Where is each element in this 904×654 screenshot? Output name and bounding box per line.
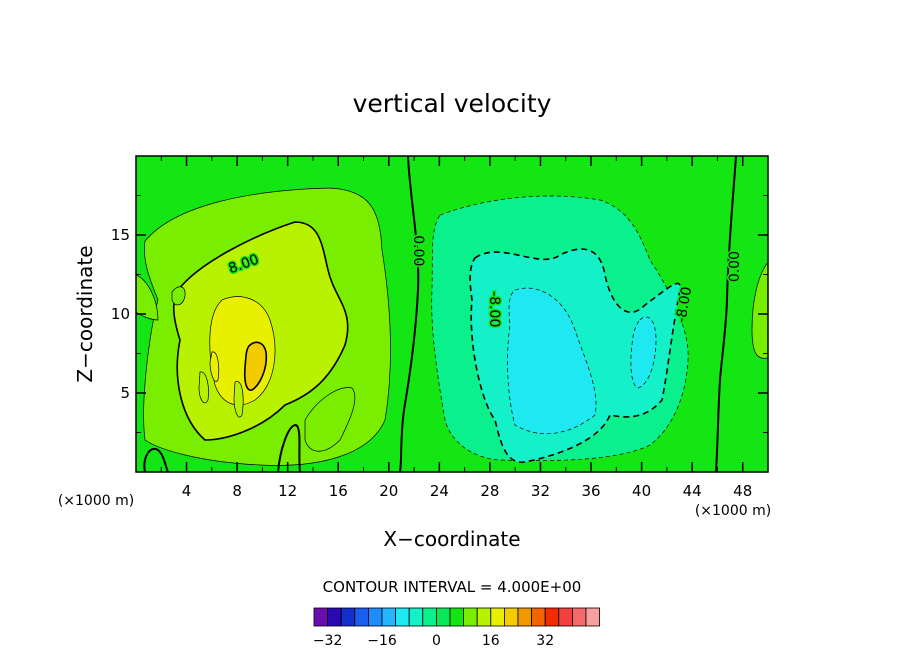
y-tick-label: 5 [120, 384, 130, 402]
region-w-8-cell [209, 351, 220, 382]
x-axis-label: X−coordinate [383, 527, 520, 551]
colorbar-cell [367, 607, 383, 627]
colorbar-cell [463, 607, 478, 627]
x-axis-ticks: 4 8 12 16 20 24 28 32 36 40 44 48 [160, 156, 752, 500]
colorbar [313, 607, 601, 627]
colorbar-tick-label: 32 [536, 633, 554, 649]
x-tick-label: 44 [683, 482, 702, 500]
x-tick-label: 12 [278, 482, 297, 500]
contour-label: 0.00 [410, 235, 426, 266]
colorbar-tick-label: −32 [313, 633, 343, 649]
plot-area [136, 156, 768, 472]
y-axis-ticks: 5 10 15 [111, 195, 768, 433]
region-w-neg12 [507, 287, 597, 435]
colorbar-cell [517, 607, 533, 627]
y-tick-label: 10 [111, 305, 130, 323]
x-axis-unit: (×1000 m) [695, 503, 771, 519]
contour-zero [399, 156, 420, 472]
contour-label: 0.00 [727, 251, 743, 282]
colorbar-tick-label: 16 [482, 633, 500, 649]
colorbar-cell [395, 607, 410, 627]
region-w-8-cell [198, 371, 209, 404]
x-tick-label: 32 [531, 482, 550, 500]
colorbar-cell [340, 607, 356, 627]
colorbar-cell [449, 607, 465, 627]
contour-interval-note: CONTOUR INTERVAL = 4.000E+00 [323, 578, 582, 596]
colorbar-cell [558, 607, 573, 627]
y-tick-label: 15 [111, 226, 130, 244]
y-axis-label: Z−coordinate [73, 245, 97, 382]
x-tick-label: 4 [182, 482, 192, 500]
x-tick-label: 40 [632, 482, 651, 500]
colorbar-cell [422, 607, 437, 627]
colorbar-cell [313, 607, 329, 627]
colorbar-cell [435, 607, 451, 627]
chart-title: vertical velocity [353, 89, 552, 118]
colorbar-cell [381, 607, 397, 627]
contour-zero [143, 447, 169, 472]
colorbar-cell [354, 607, 369, 627]
region-w-4-cell [171, 286, 186, 306]
colorbar-cell [572, 607, 587, 627]
y-axis-unit: (×1000 m) [58, 493, 134, 509]
colorbar-tick-label: 0 [432, 633, 441, 649]
colorbar-cell [327, 607, 342, 627]
contour-zero [277, 423, 301, 472]
x-tick-label: 16 [329, 482, 348, 500]
colorbar-tick-label: −16 [367, 633, 397, 649]
colorbar-cell [503, 607, 519, 627]
contour-zero [715, 156, 737, 472]
colorbar-cell [585, 607, 601, 627]
colorbar-cell [490, 607, 505, 627]
x-tick-label: 36 [581, 482, 600, 500]
x-tick-label: 28 [480, 482, 499, 500]
region-w-16 [243, 341, 268, 391]
region-w-8-cell [233, 381, 244, 418]
x-tick-label: 24 [430, 482, 449, 500]
x-tick-label: 8 [232, 482, 242, 500]
contour-label: -8.00 [486, 291, 502, 327]
region-w-neg12-right [630, 316, 657, 389]
colorbar-cell [476, 607, 492, 627]
colorbar-ticks: −32 −16 0 16 32 [313, 633, 554, 649]
colorbar-cell [531, 607, 546, 627]
colorbar-cell [408, 607, 424, 627]
region-w-4-low [304, 387, 356, 452]
region-right-edge [751, 261, 768, 359]
colorbar-cell [544, 607, 560, 627]
x-tick-label: 20 [379, 482, 398, 500]
x-tick-label: 48 [733, 482, 752, 500]
